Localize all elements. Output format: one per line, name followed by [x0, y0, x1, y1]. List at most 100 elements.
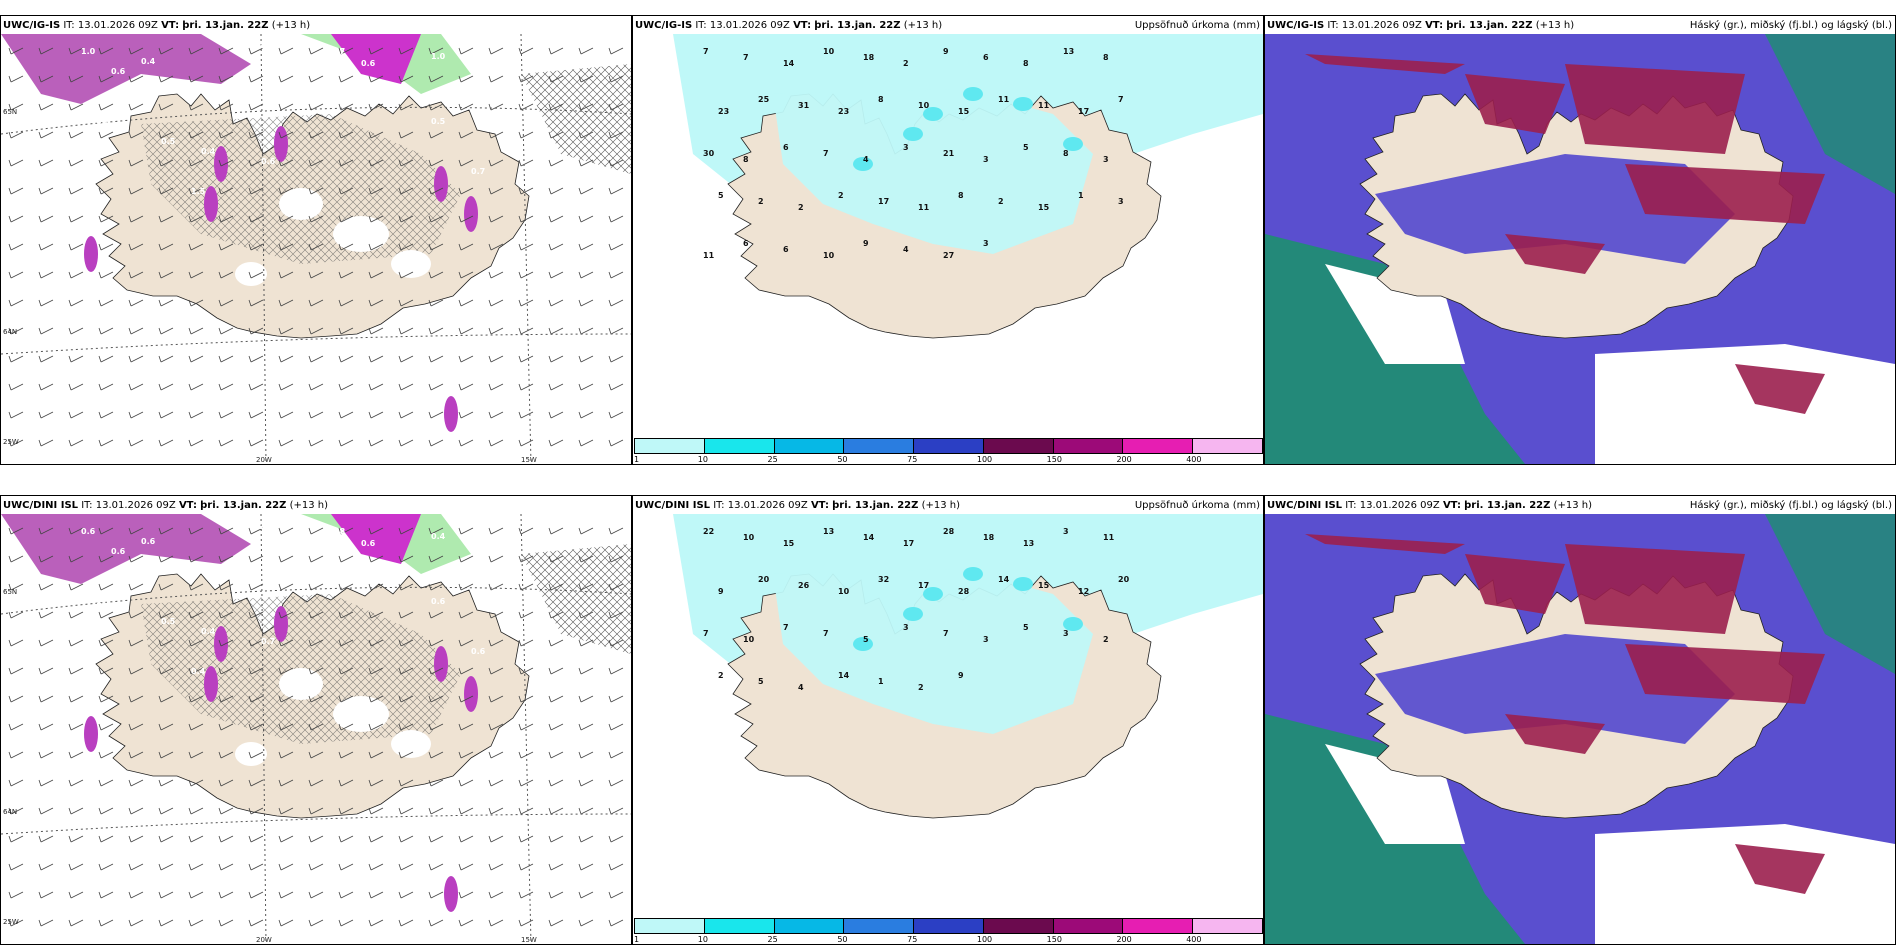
wind-barb [38, 355, 54, 363]
wind-barb [578, 723, 594, 731]
wind-barb [608, 919, 624, 927]
wind-barb [548, 439, 564, 447]
wind-barb [488, 555, 504, 563]
wind-barb [8, 723, 24, 731]
wind-barb [128, 411, 144, 419]
wind-barb [428, 555, 444, 563]
wind-barb [128, 807, 144, 815]
precip-label: 14 [783, 59, 795, 68]
wind-barb [428, 611, 444, 619]
map-cloud [1265, 514, 1895, 944]
wind-barb [488, 271, 504, 279]
wind-barb [308, 299, 324, 307]
wind-barb [338, 215, 354, 223]
wind-barb [68, 159, 84, 167]
wind-barb [158, 355, 174, 363]
wind-barb [458, 863, 474, 871]
wind-barb [98, 103, 114, 111]
wind-barb [278, 159, 294, 167]
value-label: 0.6 [111, 547, 126, 556]
wind-barb [248, 807, 264, 815]
wind-barb [158, 835, 174, 843]
wind-barb [488, 131, 504, 139]
wind-barb [188, 271, 204, 279]
wind-barb [428, 835, 444, 843]
wind-barb [8, 159, 24, 167]
panel-wind-igis: UWC/IG-IS IT: 13.01.2026 09Z VT: þri. 13… [0, 15, 632, 465]
wind-barb [308, 807, 324, 815]
wind-barb [38, 47, 54, 55]
value-label: 0.6 [111, 67, 126, 76]
wind-barb [278, 835, 294, 843]
wind-barb [158, 299, 174, 307]
wind-barb [68, 667, 84, 675]
wind-barb [518, 891, 534, 899]
model-name: UWC/DINI ISL [1267, 500, 1343, 511]
cloud-low [1765, 34, 1895, 194]
wind-barb [398, 639, 414, 647]
wind-barb [608, 159, 624, 167]
wind-barb [188, 639, 204, 647]
wind-barb [338, 807, 354, 815]
wind-barb [128, 103, 144, 111]
wind-barb [158, 807, 174, 815]
wind-barb [398, 327, 414, 335]
wind-barb [368, 103, 384, 111]
wind-barb [398, 439, 414, 447]
wind-barb [158, 555, 174, 563]
wind-barb [98, 527, 114, 535]
wind-barb [128, 751, 144, 759]
wind-barb [488, 187, 504, 195]
value-label: 0.6 [431, 597, 446, 606]
wind-barb [548, 75, 564, 83]
wind-barb [128, 919, 144, 927]
wind-barb [428, 383, 444, 391]
init-time: 13.01.2026 09Z [1359, 500, 1440, 511]
precip-label: 4 [798, 683, 804, 692]
wind-barb [338, 555, 354, 563]
precip-label: 7 [703, 629, 709, 638]
wind-barb [68, 243, 84, 251]
wind-barb [488, 327, 504, 335]
wind-barb [608, 835, 624, 843]
precip-colorbar: 1 10 25 50 75 100 150 200 400 [633, 914, 1263, 944]
precip-label: 31 [798, 101, 810, 110]
wind-barb [68, 919, 84, 927]
wind-barb [518, 355, 534, 363]
wind-barb [158, 75, 174, 83]
wind-barb [338, 299, 354, 307]
precip-label: 2 [838, 191, 844, 200]
wind-barb [398, 611, 414, 619]
wind-barb [368, 583, 384, 591]
map-wind: 65N 64N 25W 20W 15W 1.0 0.6 0.4 0.4 0.6 0.7 0.6 1.0 0… [1, 34, 631, 464]
wind-barb [428, 891, 444, 899]
wind-barb [38, 835, 54, 843]
snow-cell [214, 626, 228, 662]
wind-barb [578, 639, 594, 647]
wind-barb [218, 555, 234, 563]
wind-barb [608, 807, 624, 815]
wind-barb [68, 779, 84, 787]
cloud-high [1625, 164, 1825, 224]
wind-barb [248, 355, 264, 363]
valid-time: þri. 13.jan. 22Z [832, 500, 919, 511]
cloud-high [1735, 364, 1825, 414]
wind-barb [188, 355, 204, 363]
wind-barb [158, 187, 174, 195]
wind-barb [518, 131, 534, 139]
wind-barb [488, 527, 504, 535]
wind-barb [128, 583, 144, 591]
wind-barb [218, 215, 234, 223]
precip-label: 2 [798, 203, 804, 212]
precip-label: 3 [983, 155, 989, 164]
precip-label: 1 [878, 677, 884, 686]
wind-barb [458, 639, 474, 647]
wind-barb [98, 383, 114, 391]
wind-barb [218, 779, 234, 787]
wind-barb [158, 47, 174, 55]
wind-barb [548, 411, 564, 419]
graticule [260, 514, 267, 944]
colorbar-segment [982, 438, 1054, 454]
wind-barb [608, 243, 624, 251]
wind-barb [458, 891, 474, 899]
